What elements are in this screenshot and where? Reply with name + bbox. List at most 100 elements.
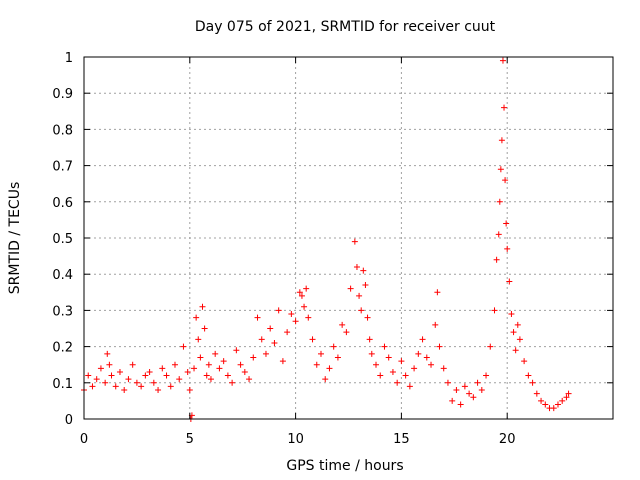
data-point <box>358 307 365 314</box>
data-point <box>504 245 511 252</box>
data-point <box>201 325 208 332</box>
data-point <box>398 358 405 365</box>
data-point <box>502 177 509 184</box>
x-tick-label: 10 <box>287 432 304 447</box>
data-point <box>108 372 115 379</box>
data-point <box>193 314 200 321</box>
grid-lines <box>84 57 613 419</box>
data-points <box>81 57 572 422</box>
data-point <box>353 263 360 270</box>
y-tick-label: 0 <box>65 413 73 428</box>
y-tick-label: 0.1 <box>52 377 73 392</box>
data-point <box>229 379 236 386</box>
data-point <box>510 329 517 336</box>
data-point <box>368 350 375 357</box>
x-tick-label: 0 <box>80 432 88 447</box>
data-point <box>301 303 308 310</box>
data-point <box>258 336 265 343</box>
y-tick-label: 0.2 <box>52 341 73 356</box>
data-point <box>563 394 570 401</box>
data-point <box>411 365 418 372</box>
data-point <box>356 292 363 299</box>
data-point <box>133 379 140 386</box>
data-point <box>491 307 498 314</box>
data-point <box>419 336 426 343</box>
data-point <box>503 220 510 227</box>
data-point <box>171 361 178 368</box>
data-point <box>514 321 521 328</box>
data-point <box>516 336 523 343</box>
data-point <box>493 256 500 263</box>
data-point <box>559 397 566 404</box>
data-point <box>85 372 92 379</box>
data-point <box>550 405 557 412</box>
data-point <box>159 365 166 372</box>
data-point <box>533 390 540 397</box>
data-point <box>402 372 409 379</box>
y-tick-label: 0.4 <box>52 268 73 283</box>
data-point <box>538 397 545 404</box>
data-point <box>432 321 439 328</box>
data-point <box>330 343 337 350</box>
data-point <box>246 376 253 383</box>
data-point <box>406 383 413 390</box>
y-tick-label: 0.3 <box>52 304 73 319</box>
data-point <box>305 314 312 321</box>
data-point <box>525 372 532 379</box>
data-point <box>125 376 132 383</box>
data-point <box>271 339 278 346</box>
data-point <box>313 361 320 368</box>
data-point <box>233 347 240 354</box>
data-point <box>104 350 111 357</box>
data-point <box>565 390 572 397</box>
data-point <box>89 383 96 390</box>
data-point <box>487 343 494 350</box>
y-axis-label: SRMTID / TECUs <box>7 182 23 295</box>
data-point <box>377 372 384 379</box>
data-point <box>423 354 430 361</box>
y-tick-label: 0.8 <box>52 123 73 138</box>
x-axis-label: GPS time / hours <box>286 458 403 474</box>
data-point <box>195 336 202 343</box>
data-point <box>224 372 231 379</box>
data-point <box>483 372 490 379</box>
data-point <box>554 401 561 408</box>
data-point <box>216 365 223 372</box>
data-point <box>121 387 128 394</box>
data-point <box>512 347 519 354</box>
data-point <box>529 379 536 386</box>
data-point <box>279 358 286 365</box>
data-point <box>167 383 174 390</box>
data-point <box>138 383 145 390</box>
data-point <box>436 343 443 350</box>
data-point <box>284 329 291 336</box>
data-point <box>508 311 515 318</box>
data-point <box>415 350 422 357</box>
data-point <box>381 343 388 350</box>
data-point <box>373 361 380 368</box>
data-point <box>207 376 214 383</box>
y-tick-label: 0.9 <box>52 87 73 102</box>
data-point <box>322 376 329 383</box>
data-point <box>334 354 341 361</box>
data-point <box>106 361 113 368</box>
data-point <box>453 387 460 394</box>
data-point <box>360 267 367 274</box>
data-point <box>343 329 350 336</box>
y-tick-label: 0.7 <box>52 160 73 175</box>
data-point <box>351 238 358 245</box>
data-point <box>116 368 123 375</box>
data-point <box>440 365 447 372</box>
x-tick-label: 20 <box>499 432 516 447</box>
y-tick-label: 1 <box>65 51 73 66</box>
data-point <box>428 361 435 368</box>
data-point <box>176 376 183 383</box>
data-point <box>205 361 212 368</box>
data-point <box>292 318 299 325</box>
data-point <box>203 372 210 379</box>
data-point <box>129 361 136 368</box>
data-point <box>385 354 392 361</box>
data-point <box>521 358 528 365</box>
chart-title: Day 075 of 2021, SRMTID for receiver cuu… <box>195 19 496 35</box>
data-point <box>347 285 354 292</box>
